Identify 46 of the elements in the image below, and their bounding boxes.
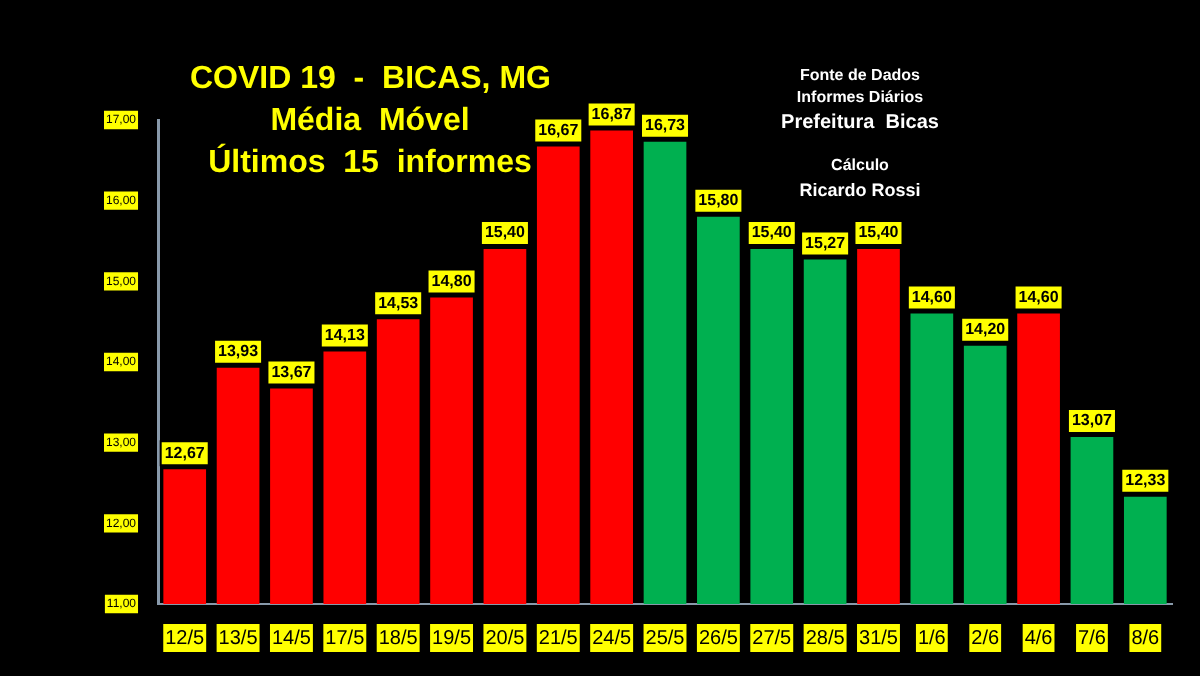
x-tick-label: 7/6 [1078, 627, 1107, 650]
x-tick-label: 28/5 [805, 627, 846, 650]
x-tick-label: 4/6 [1024, 627, 1054, 650]
data-label: 15,40 [484, 223, 527, 242]
source-note: Fonte de Dados [797, 66, 922, 88]
annotation: Prefeitura Bicas [779, 109, 941, 137]
x-tick-label: 26/5 [698, 627, 739, 650]
data-label: 13,07 [1071, 411, 1114, 430]
data-label: 12,33 [1125, 471, 1167, 490]
data-label: 15,80 [698, 191, 740, 210]
data-label: 14,60 [911, 288, 953, 307]
chart-title: COVID 19 - BICAS, MG [190, 60, 551, 100]
x-tick-label: 18/5 [378, 627, 419, 650]
data-label: 15,40 [751, 223, 793, 242]
data-label: 12,67 [164, 443, 206, 462]
x-tick-label: 21/5 [538, 627, 579, 650]
chart-subtitle: Média Móvel [270, 103, 470, 138]
x-tick-label: 2/6 [971, 627, 1000, 650]
data-label: 14,80 [431, 271, 473, 290]
x-tick-label: 8/6 [1131, 627, 1161, 650]
x-tick-label: 14/5 [271, 627, 312, 650]
x-tick-label: 24/5 [592, 627, 632, 650]
x-tick-label: 25/5 [645, 627, 686, 650]
data-label: 13,93 [218, 342, 260, 361]
text: Informes Diários [794, 87, 926, 110]
annotation: Últimos 15 informes [206, 143, 534, 184]
data-label: 16,87 [591, 104, 633, 123]
x-tick-label: 27/5 [752, 627, 793, 650]
x-tick-label: 20/5 [485, 627, 526, 650]
data-label: 14,20 [965, 320, 1007, 339]
data-label: 15,27 [805, 233, 847, 252]
x-tick-label: 19/5 [432, 627, 472, 650]
x-tick-label: 31/5 [859, 627, 899, 650]
annotation: Ricardo Rossi [797, 177, 923, 203]
x-tick-label: 1/6 [917, 627, 947, 650]
data-label: 14,60 [1018, 288, 1060, 307]
data-label: 14,13 [324, 325, 366, 344]
x-tick-label: 12/5 [165, 627, 206, 650]
data-label: 15,40 [858, 223, 900, 242]
x-tick-label: 17/5 [325, 627, 366, 650]
annotation: Cálculo [829, 156, 891, 178]
x-tick-label: 13/5 [218, 627, 259, 650]
data-label: 16,73 [644, 116, 687, 135]
data-label: 13,67 [271, 363, 313, 382]
data-label: 14,53 [378, 293, 420, 312]
data-label: 16,67 [538, 121, 580, 140]
